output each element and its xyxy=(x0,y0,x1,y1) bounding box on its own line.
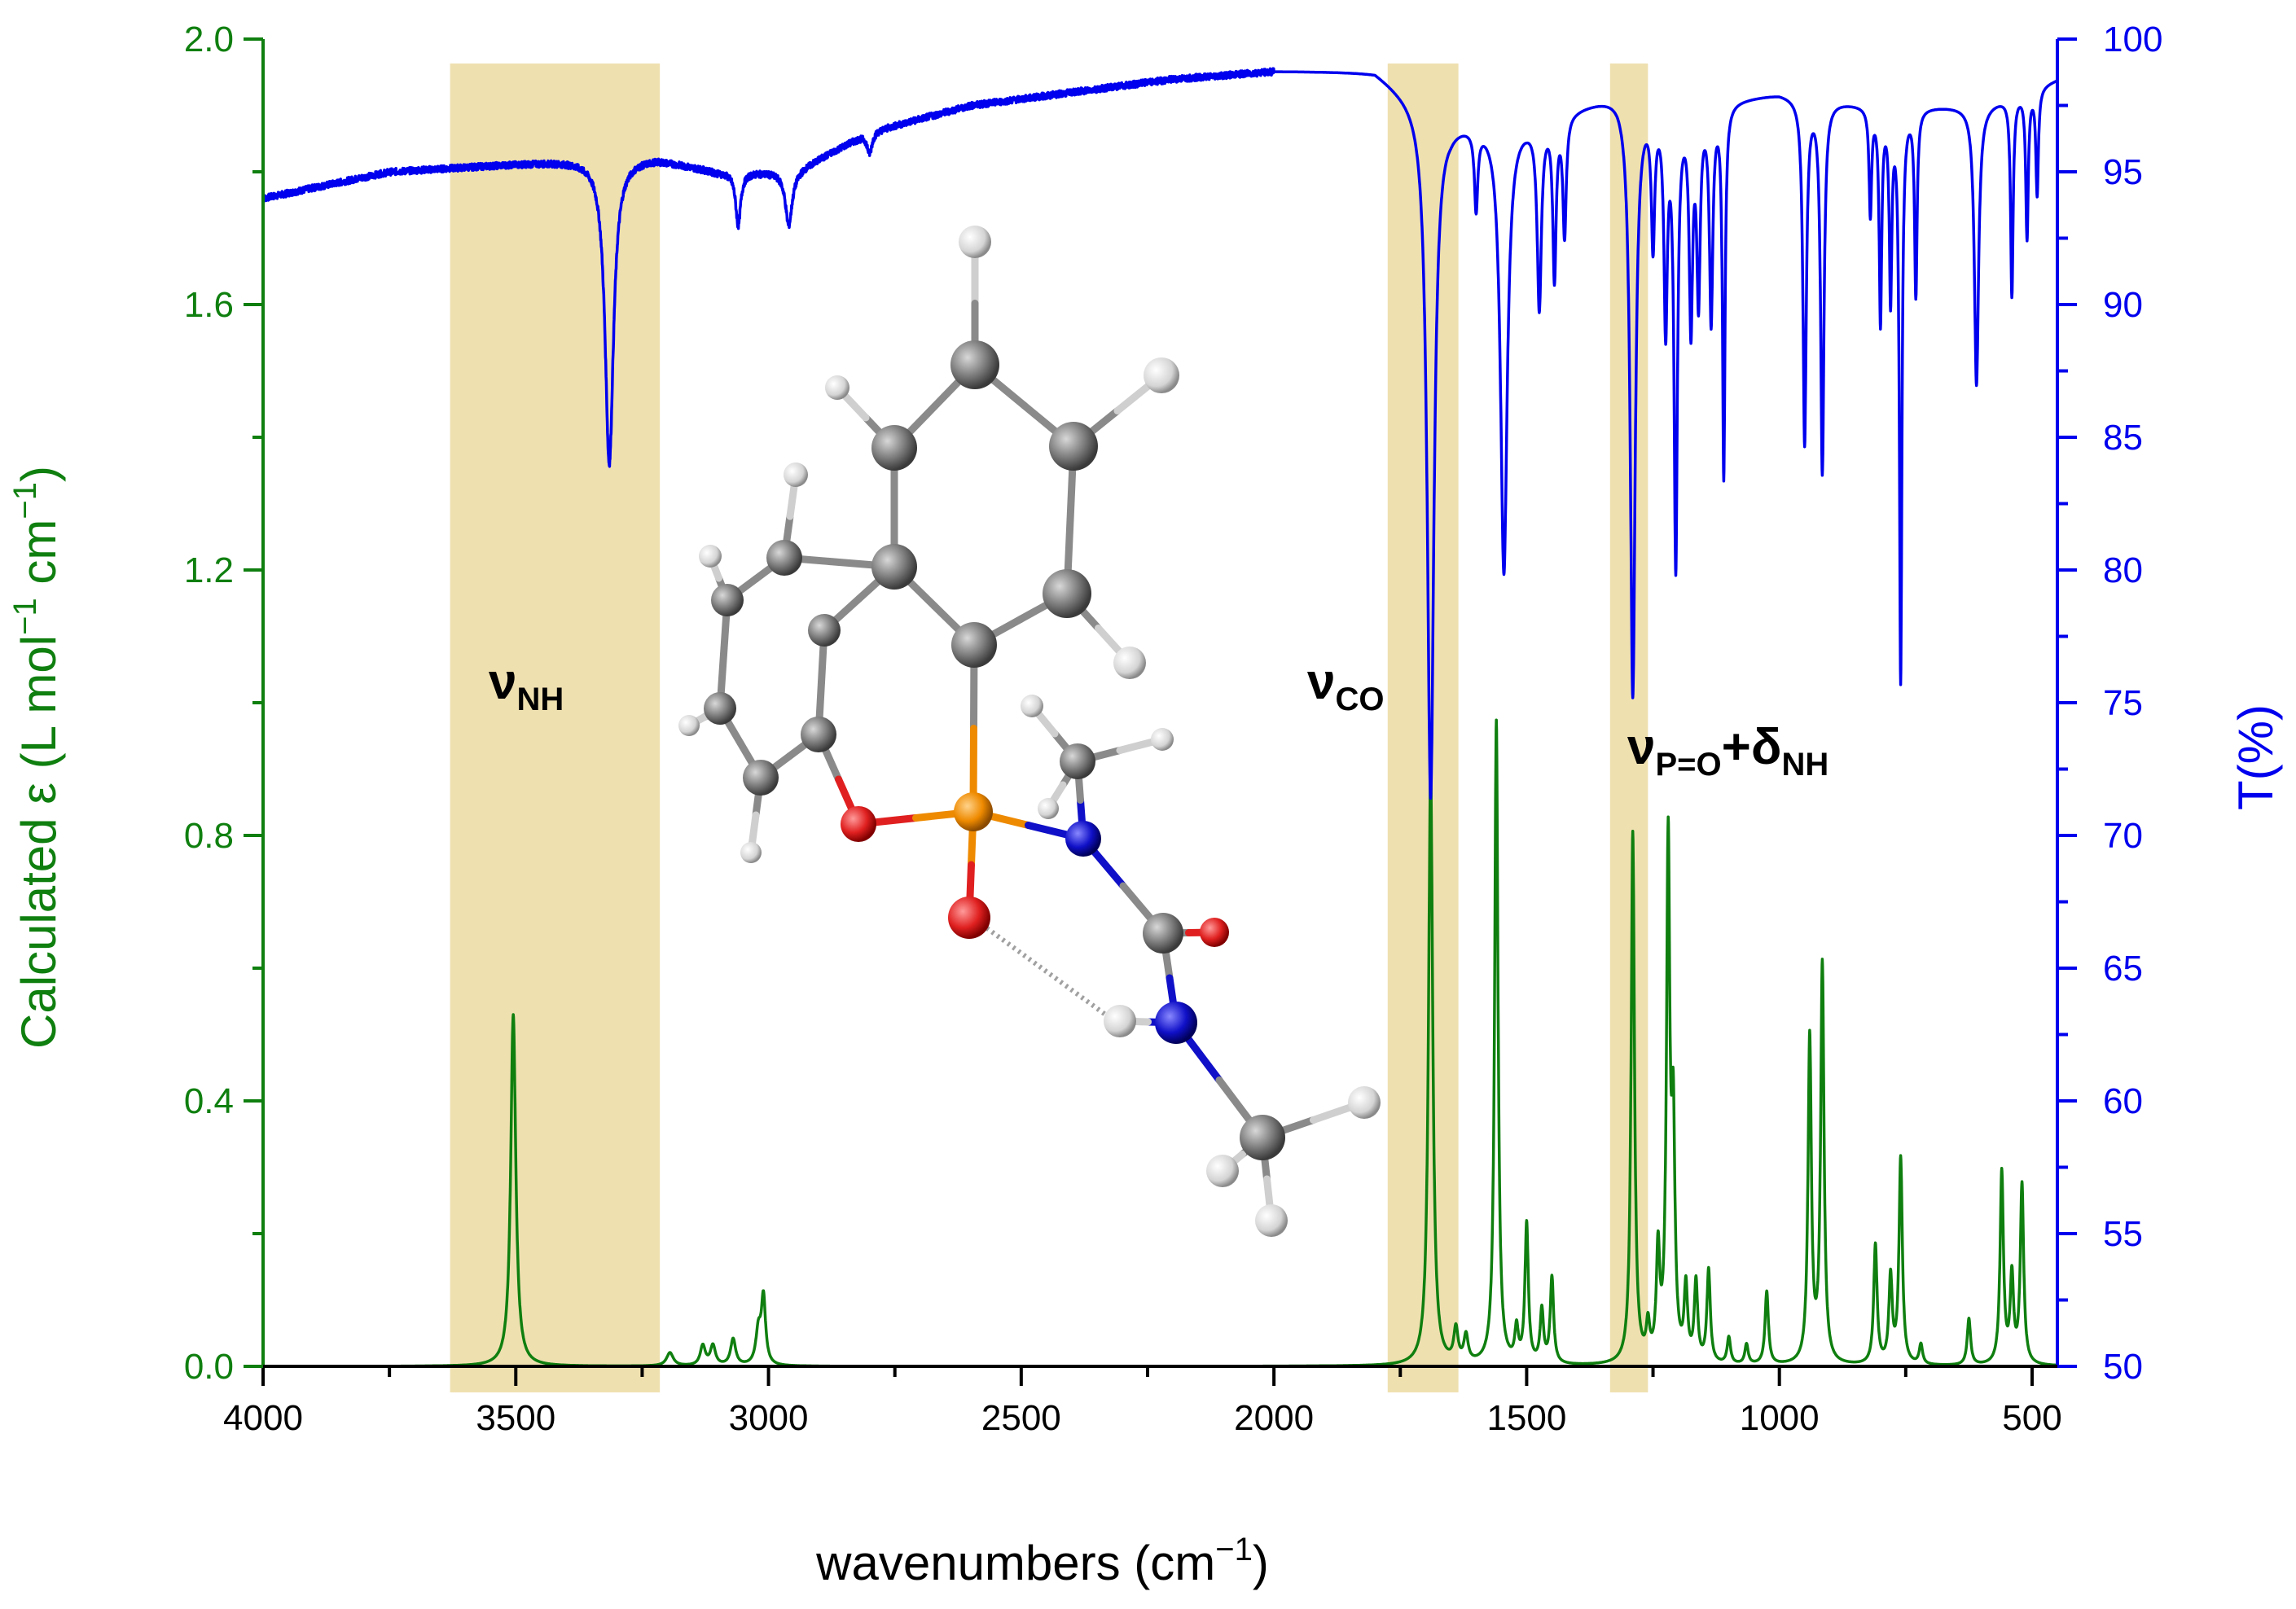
molecule-atom xyxy=(784,463,808,487)
x-tick-label: 4000 xyxy=(223,1398,303,1438)
y-right-tick-label: 55 xyxy=(2103,1214,2143,1254)
y-right-tick-label: 50 xyxy=(2103,1347,2143,1387)
molecule-atom xyxy=(801,717,836,752)
y-right-tick-label: 70 xyxy=(2103,816,2143,856)
molecule-atom xyxy=(1348,1086,1381,1119)
molecule-atom xyxy=(825,375,849,400)
molecule-atom xyxy=(954,792,993,831)
molecule-atom xyxy=(871,544,917,590)
molecule-atom xyxy=(1206,1155,1239,1187)
x-tick-label: 1000 xyxy=(1740,1398,1820,1438)
molecule-atom xyxy=(1104,1005,1136,1037)
band-label-1: νCO xyxy=(1307,654,1384,717)
y-left-tick-label: 0.8 xyxy=(184,816,234,856)
molecule-atom xyxy=(1043,569,1091,618)
y-left-tick-label: 0.4 xyxy=(184,1081,234,1121)
molecule-atom xyxy=(1144,357,1179,393)
molecule-atom xyxy=(1049,422,1098,471)
x-tick-label: 500 xyxy=(2002,1398,2061,1438)
y-left-tick-label: 2.0 xyxy=(184,20,234,59)
molecule-atom xyxy=(1255,1204,1288,1237)
molecule-atom xyxy=(1065,821,1101,857)
molecule-atom xyxy=(740,842,762,863)
series-line-1 xyxy=(261,67,2059,800)
x-tick-label: 2500 xyxy=(981,1398,1061,1438)
y-right-tick-label: 60 xyxy=(2103,1081,2143,1121)
molecule-atom xyxy=(959,226,991,258)
y-right-tick-label: 85 xyxy=(2103,418,2143,458)
molecule-atom xyxy=(951,622,997,668)
y-left-tick-label: 0.0 xyxy=(184,1347,234,1387)
molecule-atom xyxy=(1060,743,1095,779)
molecule-atom xyxy=(808,614,841,647)
band-label-0: νNH xyxy=(489,654,564,717)
highlight-band-0 xyxy=(450,64,661,1392)
axis-ticks: 4000 3500 3000 2500 2000 1500 1000 500 0.0 0.4 0.8… xyxy=(184,20,2163,1438)
x-tick-label: 3000 xyxy=(729,1398,809,1438)
molecule-atom xyxy=(1021,695,1043,717)
molecule-atom xyxy=(1200,918,1229,947)
molecule-structure-inset xyxy=(678,226,1381,1237)
highlight-bands xyxy=(450,64,1648,1392)
band-labels: νNH νCO νP=O+δNH xyxy=(489,654,1828,783)
molecule-atom xyxy=(704,692,736,725)
y-right-tick-label: 75 xyxy=(2103,683,2143,723)
molecule-atom xyxy=(1038,798,1059,819)
band-label-2: νP=O+δNH xyxy=(1627,719,1828,783)
molecule-atom xyxy=(678,715,700,736)
molecule-atom xyxy=(1151,728,1174,751)
molecule-atom xyxy=(766,540,802,576)
y-right-tick-label: 95 xyxy=(2103,152,2143,192)
x-axis-title: wavenumbers (cm−1) xyxy=(815,1532,1269,1590)
y-right-tick-label: 100 xyxy=(2103,20,2162,59)
molecule-atom xyxy=(1143,913,1183,954)
y-right-tick-label: 65 xyxy=(2103,949,2143,989)
molecule-atom xyxy=(1113,647,1146,679)
y-right-tick-label: 80 xyxy=(2103,550,2143,590)
molecule-atom xyxy=(1240,1115,1285,1160)
hydrogen-bond xyxy=(980,922,1109,1019)
y-left-tick-label: 1.6 xyxy=(184,285,234,325)
molecule-atom xyxy=(1155,1002,1197,1044)
y-left-tick-label: 1.2 xyxy=(184,550,234,590)
y-right-tick-label: 90 xyxy=(2103,285,2143,325)
x-tick-label: 2000 xyxy=(1234,1398,1314,1438)
x-tick-label: 3500 xyxy=(476,1398,555,1438)
molecule-atom xyxy=(699,545,722,568)
y-right-axis-title: T(%) xyxy=(2228,704,2283,810)
x-tick-label: 1500 xyxy=(1486,1398,1566,1438)
molecule-atom xyxy=(743,760,779,796)
y-left-axis-title: Calculated ε (L mol−1 cm−1) xyxy=(7,466,66,1049)
molecule-atom xyxy=(871,425,917,471)
molecule-atom xyxy=(948,897,990,939)
molecule-atom xyxy=(841,806,876,842)
molecule-atom xyxy=(711,584,744,616)
molecule-atom xyxy=(950,340,999,389)
